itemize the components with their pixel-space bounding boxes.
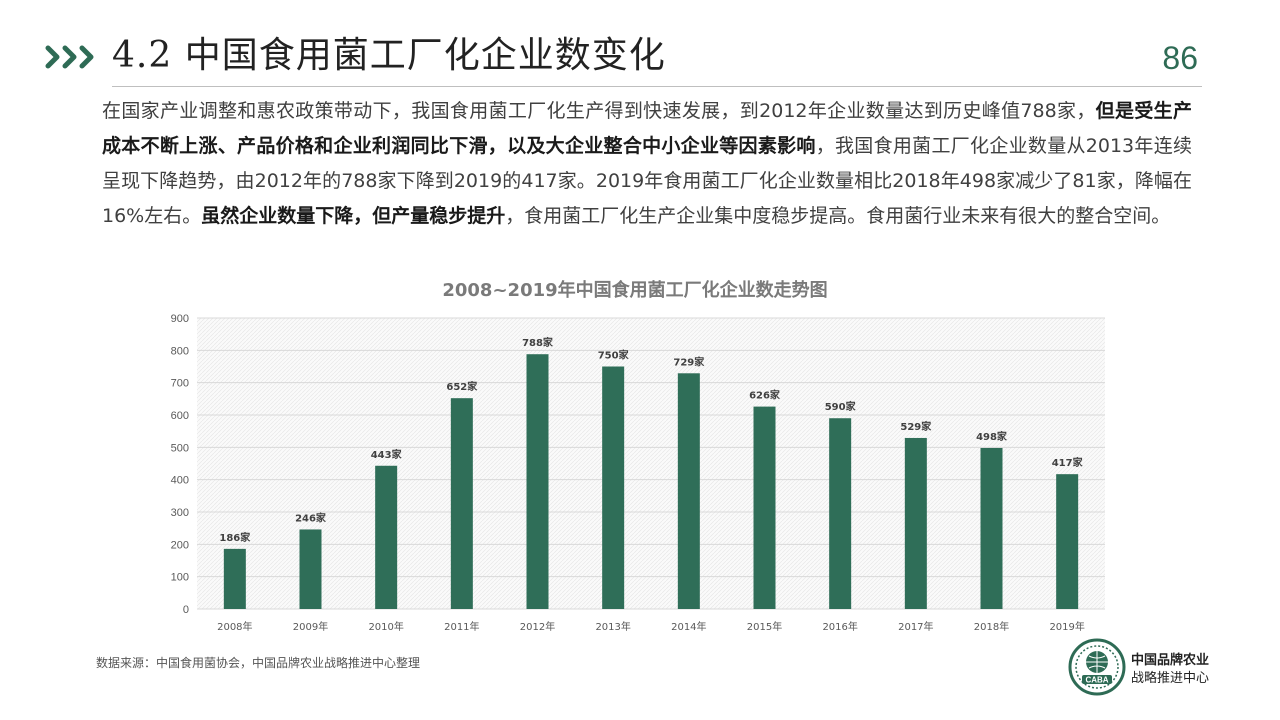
- bar: [829, 418, 852, 609]
- y-tick-label: 600: [171, 410, 189, 422]
- data-label: 498家: [976, 430, 1008, 443]
- x-tick-label: 2015年: [747, 620, 782, 633]
- y-tick-label: 500: [171, 442, 189, 454]
- page-title: 4.2 中国食用菌工厂化企业数变化: [112, 35, 666, 76]
- y-tick-label: 200: [171, 539, 189, 551]
- para-bold-1: 但是受生产成本不断上涨、产品价格和企业利润同比下滑，以及大企业整合中小企业等因素…: [102, 100, 1192, 157]
- x-tick-label: 2016年: [822, 620, 857, 633]
- para-sentence-2: ，我国食用菌工厂化企业数量从2013年连续呈现下降趋势，由2012年的788家下…: [102, 135, 1192, 227]
- bar: [904, 437, 927, 609]
- data-source-note: 数据来源：中国食用菌协会，中国品牌农业战略推进中心整理: [96, 656, 421, 670]
- x-tick-label: 2017年: [898, 620, 933, 633]
- y-tick-label: 900: [171, 313, 189, 325]
- org-name-line1: 中国品牌农业: [1131, 653, 1210, 668]
- bar: [223, 548, 246, 609]
- bar: [375, 465, 398, 609]
- data-label: 590家: [825, 400, 857, 413]
- data-label: 652家: [446, 380, 478, 393]
- bar-chart: 0 100 200 300 400 500 600 700 800 900 186家 2008年 246…: [171, 313, 1105, 633]
- data-label: 186家: [219, 531, 251, 544]
- data-label: 750家: [598, 349, 630, 362]
- bar: [1056, 474, 1079, 609]
- caba-logo-icon: CABA: [1068, 638, 1126, 696]
- logo-text: CABA: [1085, 676, 1108, 685]
- bar: [602, 366, 625, 609]
- org-name-line2: 战略推进中心: [1131, 671, 1210, 686]
- x-tick-label: 2008年: [217, 620, 252, 633]
- data-label: 788家: [522, 336, 554, 349]
- y-tick-label: 800: [171, 345, 189, 357]
- plot-area: [197, 318, 1105, 609]
- data-label: 729家: [673, 355, 705, 368]
- para-bold-2: 虽然企业数量下降，但产量稳步提升: [201, 205, 506, 227]
- org-name: 中国品牌农业 战略推进中心: [1131, 652, 1209, 688]
- bar: [526, 354, 549, 609]
- y-tick-label: 700: [171, 378, 189, 390]
- chart-title: 2008~2019年中国食用菌工厂化企业数走势图: [442, 280, 828, 301]
- data-label: 626家: [749, 389, 781, 402]
- y-tick-label: 0: [183, 604, 189, 616]
- bar: [450, 398, 473, 609]
- x-tick-label: 2012年: [520, 620, 555, 633]
- x-tick-label: 2014年: [671, 620, 706, 633]
- bar: [677, 373, 700, 609]
- para-sentence-3: ，食用菌工厂化生产企业集中度稳步提高。食用菌行业未来有很大的整合空间。: [505, 205, 1171, 227]
- bar: [753, 406, 776, 609]
- x-tick-label: 2013年: [595, 620, 630, 633]
- x-tick-label: 2018年: [974, 620, 1009, 633]
- y-tick-label: 300: [171, 507, 189, 519]
- x-tick-label: 2011年: [444, 620, 479, 633]
- chevrons-icon: [45, 45, 94, 69]
- data-label: 246家: [295, 511, 327, 524]
- bar: [980, 447, 1003, 609]
- x-tick-label: 2019年: [1049, 620, 1084, 633]
- page-number: 86: [1162, 40, 1198, 76]
- x-tick-label: 2009年: [293, 620, 328, 633]
- y-tick-label: 400: [171, 475, 189, 487]
- data-label: 417家: [1052, 456, 1084, 469]
- y-tick-label: 100: [171, 572, 189, 584]
- body-paragraph: 在国家产业调整和惠农政策带动下，我国食用菌工厂化生产得到快速发展，到2012年企…: [102, 94, 1192, 234]
- para-sentence-1: 在国家产业调整和惠农政策带动下，我国食用菌工厂化生产得到快速发展，到2012年企…: [102, 100, 1096, 122]
- x-tick-label: 2010年: [368, 620, 403, 633]
- header-divider: [112, 86, 1202, 87]
- data-label: 443家: [371, 448, 403, 461]
- data-label: 529家: [900, 420, 932, 433]
- bar: [299, 529, 322, 609]
